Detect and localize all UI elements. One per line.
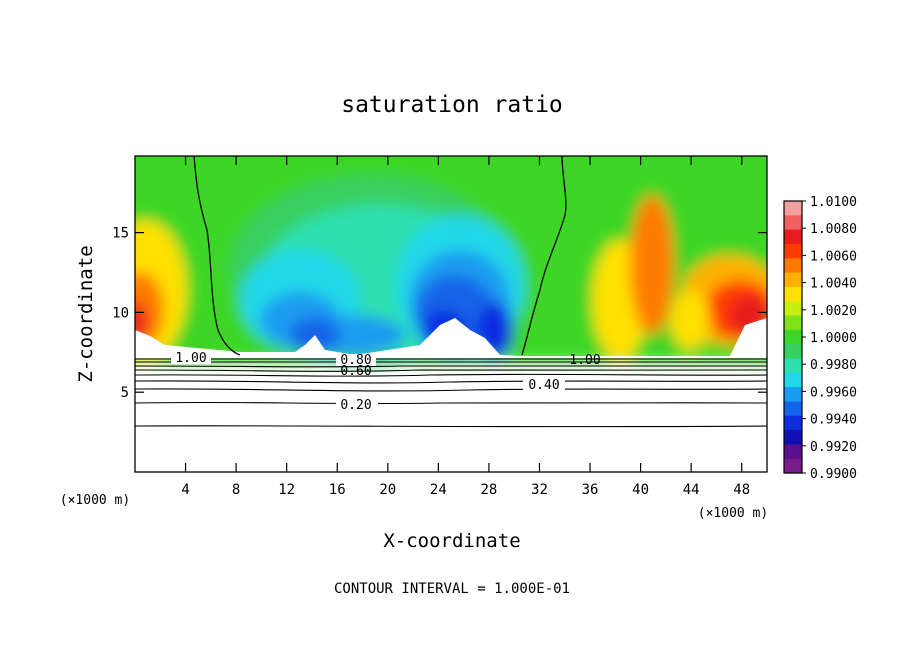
colorbar-segment <box>784 344 802 360</box>
x-tick-label: 48 <box>733 482 750 498</box>
y-axis-label: Z-coordinate <box>75 245 97 382</box>
contour-label-1: 1.00 <box>175 351 206 366</box>
colorbar-label: 0.9980 <box>810 358 857 373</box>
colorbar-segment <box>784 272 802 288</box>
colorbar-segment <box>784 358 802 374</box>
colorbar-segment <box>784 444 802 460</box>
plot-area <box>135 156 767 472</box>
colorbar-labels: 1.0100 1.0080 1.0060 1.0040 1.0020 1.0000 0.99… <box>802 195 857 482</box>
colorbar <box>784 201 802 474</box>
colorbar-segment <box>784 329 802 345</box>
colorbar-label: 1.0020 <box>810 304 857 319</box>
x-unit-left: (×1000 m) <box>60 493 130 508</box>
x-axis-label: X-coordinate <box>383 530 520 552</box>
x-tick-label: 32 <box>531 482 548 498</box>
colorbar-segment <box>784 258 802 274</box>
colorbar-label: 0.9920 <box>810 440 857 455</box>
colorbar-label: 1.0100 <box>810 195 857 210</box>
colorbar-segment <box>784 201 802 216</box>
x-tick-label: 4 <box>181 482 189 498</box>
colorbar-segment <box>784 415 802 431</box>
colorbar-segment <box>784 229 802 245</box>
contour-label-4: 0.40 <box>528 378 559 393</box>
colorbar-label: 1.0080 <box>810 222 857 237</box>
x-tick-label: 40 <box>632 482 649 498</box>
colorbar-segment <box>784 372 802 388</box>
y-tick-label: 15 <box>112 226 129 242</box>
x-tick-label: 36 <box>582 482 599 498</box>
x-tick-label: 20 <box>379 482 396 498</box>
colorbar-label: 1.0040 <box>810 277 857 292</box>
plot-frame <box>134 155 768 473</box>
contour-label-2: 0.80 <box>340 353 371 368</box>
contour-label-6: 1.00 <box>569 353 600 368</box>
y-tick-label: 10 <box>112 305 129 321</box>
chart-title: saturation ratio <box>341 92 563 118</box>
colorbar-segment <box>784 315 802 331</box>
colorbar-label: 0.9940 <box>810 413 857 428</box>
x-axis-ticks: 4 8 12 16 20 24 28 32 36 40 44 48 <box>181 156 750 498</box>
colorbar-segment <box>784 430 802 445</box>
colorbar-label: 1.0060 <box>810 249 857 264</box>
colorbar-segment <box>784 286 802 302</box>
colorbar-segment <box>784 301 802 317</box>
x-tick-label: 16 <box>329 482 346 498</box>
y-tick-label: 5 <box>121 385 129 401</box>
colorbar-label: 0.9960 <box>810 385 857 400</box>
isolines <box>135 358 767 428</box>
colorbar-label: 0.9900 <box>810 467 857 482</box>
contour-label-5: 0.20 <box>340 398 371 413</box>
x-tick-label: 8 <box>232 482 240 498</box>
x-tick-label: 12 <box>278 482 295 498</box>
colorbar-segment <box>784 401 802 417</box>
contour-label-3: 0.60 <box>340 364 371 379</box>
contour-labels: 1.00 0.80 0.60 0.40 0.20 1.00 <box>171 350 601 413</box>
colorbar-segment <box>784 243 802 259</box>
colorbar-segment <box>784 387 802 403</box>
colorbar-segment <box>784 458 802 474</box>
x-tick-label: 24 <box>430 482 447 498</box>
y-axis-ticks: 5 10 15 <box>112 226 767 401</box>
colorbar-segment <box>784 215 802 231</box>
contour-interval-note: CONTOUR INTERVAL = 1.000E-01 <box>334 581 570 597</box>
colorbar-label: 1.0000 <box>810 331 857 346</box>
x-unit-right: (×1000 m) <box>698 506 768 521</box>
x-tick-label: 28 <box>480 482 497 498</box>
x-tick-label: 44 <box>683 482 700 498</box>
